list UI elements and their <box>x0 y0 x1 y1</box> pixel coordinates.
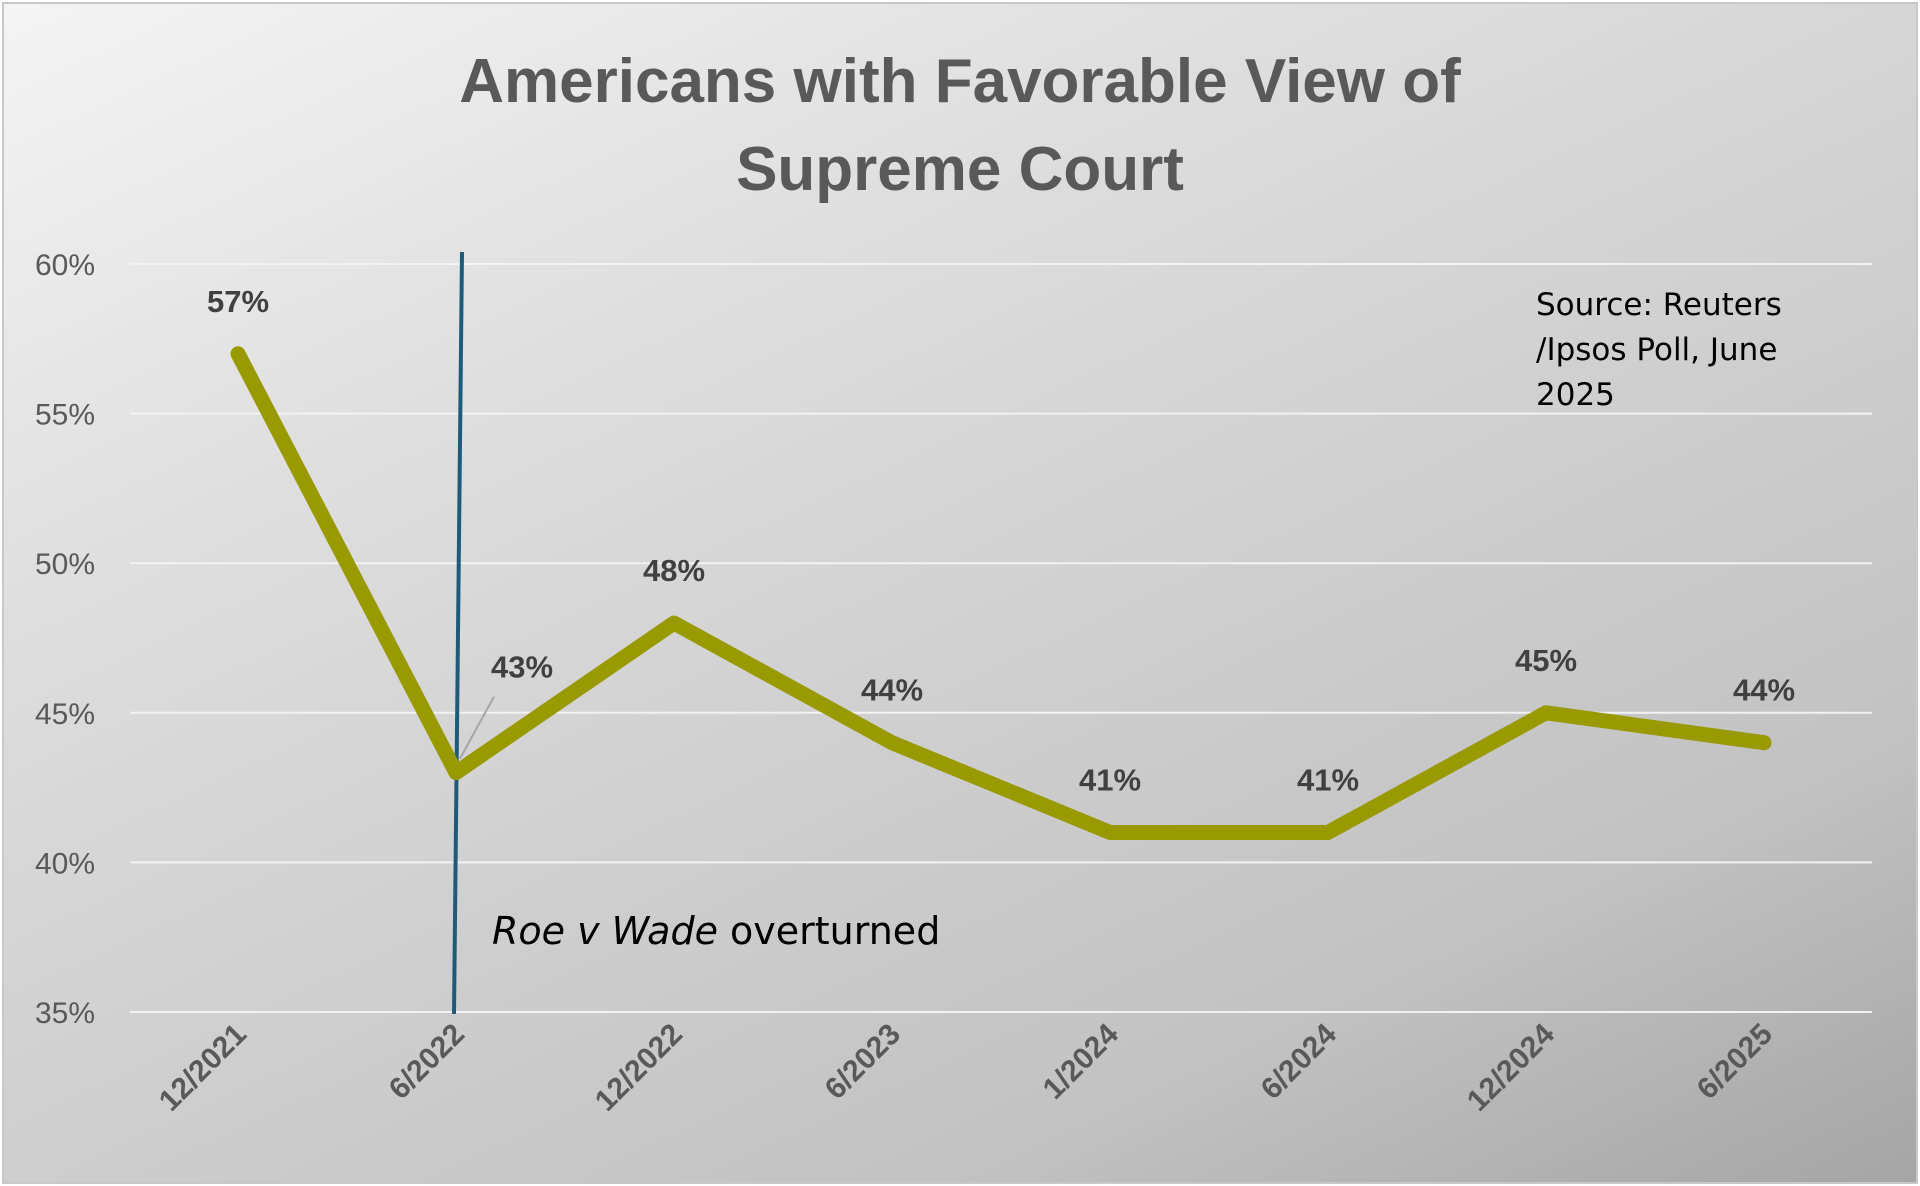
annotation-rest-part: overturned <box>718 909 940 953</box>
y-tick-label: 35% <box>35 997 95 1030</box>
y-axis-ticks: 60% 55% 50% 45% 40% 35% <box>35 249 95 1030</box>
source-note-line-3: 2025 <box>1536 377 1615 413</box>
x-tick-label: 12/2024 <box>1461 1017 1561 1117</box>
y-tick-label: 55% <box>35 399 95 432</box>
data-label-leader-line <box>459 696 495 760</box>
x-tick-label: 6/2024 <box>1255 1017 1343 1105</box>
x-tick-label: 6/2023 <box>819 1018 907 1106</box>
x-tick-label: 1/2024 <box>1037 1017 1125 1105</box>
x-tick-label: 6/2022 <box>383 1018 471 1106</box>
annotation-italic-part: Roe v Wade <box>492 909 718 953</box>
data-label: 41% <box>1297 762 1359 797</box>
data-label: 45% <box>1515 643 1577 678</box>
gridlines <box>130 263 1872 1013</box>
y-tick-label: 50% <box>35 548 95 581</box>
chart-title-line-1: Americans with Favorable View of <box>459 47 1461 116</box>
data-label: 57% <box>207 284 269 319</box>
favorable-view-series-line <box>230 346 1772 840</box>
x-tick-label: 12/2022 <box>589 1018 689 1118</box>
data-label: 41% <box>1079 762 1141 797</box>
y-tick-label: 45% <box>35 698 95 731</box>
y-tick-label: 40% <box>35 847 95 880</box>
data-label: 44% <box>861 673 923 708</box>
data-label: 43% <box>491 650 553 685</box>
source-note-line-2: /Ipsos Poll, June <box>1536 332 1777 368</box>
x-tick-label: 12/2021 <box>153 1018 253 1118</box>
x-tick-label: 6/2025 <box>1691 1018 1779 1106</box>
data-label: 48% <box>643 553 705 588</box>
data-labels: 57% 43% 48% 44% 41% 41% 45% 44% <box>207 284 1795 798</box>
roe-v-wade-marker-line <box>452 251 464 1015</box>
x-axis-ticks: 12/2021 6/2022 12/2022 6/2023 1/2024 6/2024 12… <box>153 1017 1779 1117</box>
y-tick-label: 60% <box>35 249 95 282</box>
data-label: 44% <box>1733 673 1795 708</box>
roe-v-wade-annotation: Roe v Wade overturned <box>492 909 940 953</box>
source-note-line-1: Source: Reuters <box>1536 287 1782 323</box>
chart-title-line-2: Supreme Court <box>736 135 1184 204</box>
